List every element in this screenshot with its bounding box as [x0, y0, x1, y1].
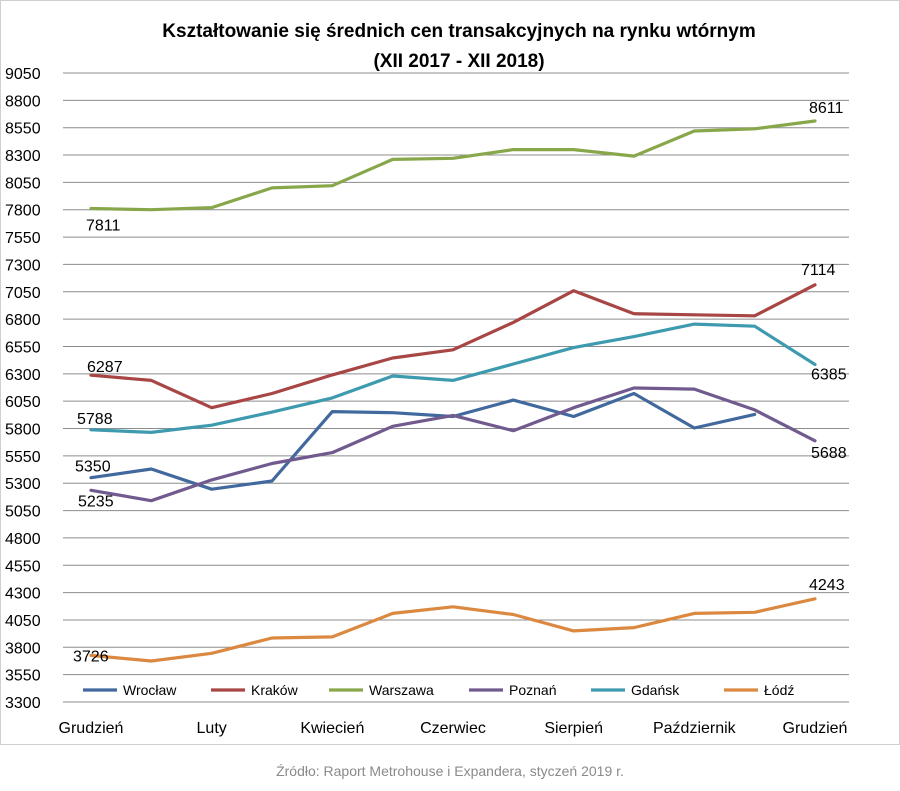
y-tick-label: 5050	[5, 504, 41, 521]
source-note: Źródło: Raport Metrohouse i Expandera, s…	[276, 763, 624, 779]
chart-title: Kształtowanie się średnich cen transakcy…	[162, 21, 755, 42]
series-line-4	[89, 386, 817, 503]
series-lines	[89, 119, 817, 663]
x-tick-label: Grudzień	[59, 720, 124, 737]
x-tick-label: Sierpień	[544, 720, 603, 737]
y-tick-label: 6050	[5, 394, 41, 411]
legend-label: Łódź	[764, 682, 794, 698]
data-label: 5350	[75, 459, 111, 476]
data-label: 6287	[87, 359, 123, 376]
data-label: 7811	[86, 218, 121, 235]
y-tick-label: 4800	[5, 531, 41, 548]
x-tick-label: Kwiecień	[300, 720, 364, 737]
chart-frame: Kształtowanie się średnich cen transakcy…	[0, 0, 900, 745]
x-axis: Grudzień Luty Kwiecień Czerwiec Sierpień Paźd…	[59, 720, 848, 737]
series-line-5	[89, 322, 817, 434]
y-tick-label: 8050	[5, 175, 41, 192]
data-label: 5788	[77, 411, 113, 428]
series-line-6	[89, 597, 817, 663]
line-chart: Kształtowanie się średnich cen transakcy…	[5, 1, 849, 737]
y-axis: 3300 3550 3800 4050 4300 4550 4800 5050 5300 5550…	[5, 66, 41, 712]
y-tick-label: 4550	[5, 558, 41, 575]
data-label: 3726	[73, 648, 109, 665]
series-line-2	[89, 283, 817, 410]
x-tick-label: Grudzień	[783, 720, 848, 737]
y-tick-label: 7050	[5, 285, 41, 302]
y-tick-label: 6800	[5, 312, 41, 329]
y-tick-label: 9050	[5, 66, 41, 83]
legend-label: Kraków	[251, 682, 299, 698]
data-label: 4243	[809, 577, 845, 594]
data-label: 8611	[809, 100, 844, 117]
y-tick-label: 7550	[5, 230, 41, 247]
legend-label: Wrocław	[123, 682, 177, 698]
legend-label: Warszawa	[369, 682, 434, 698]
legend-label: Gdańsk	[631, 682, 680, 698]
x-tick-label: Październik	[653, 720, 737, 737]
data-labels: 5350 5929 6287 7114 7811 8611 5235 5688 5788 6385…	[73, 1, 847, 665]
series-line-1	[89, 391, 757, 491]
data-label: 6385	[811, 367, 847, 384]
y-tick-label: 3300	[5, 695, 41, 712]
y-tick-label: 6550	[5, 339, 41, 356]
data-label: 7114	[801, 262, 836, 279]
y-tick-label: 7300	[5, 257, 41, 274]
series-line-3	[89, 119, 817, 212]
y-tick-label: 4300	[5, 586, 41, 603]
chart-subtitle: (XII 2017 - XII 2018)	[373, 51, 544, 72]
y-tick-label: 6300	[5, 367, 41, 384]
y-tick-label: 8300	[5, 148, 41, 165]
y-tick-label: 3800	[5, 640, 41, 657]
legend: Wrocław Kraków Warszawa Poznań Gdańsk Łódź	[83, 682, 794, 698]
y-tick-label: 5550	[5, 449, 41, 466]
y-tick-label: 4050	[5, 613, 41, 630]
data-label: 5235	[78, 493, 114, 510]
data-label: 5929	[809, 1, 845, 5]
y-tick-label: 8800	[5, 93, 41, 110]
x-tick-label: Czerwiec	[420, 720, 486, 737]
data-label: 5688	[811, 445, 847, 462]
y-tick-label: 8550	[5, 121, 41, 138]
y-tick-label: 5300	[5, 476, 41, 493]
y-tick-label: 5800	[5, 422, 41, 439]
x-tick-label: Luty	[197, 720, 227, 737]
y-tick-label: 3550	[5, 668, 41, 685]
legend-label: Poznań	[509, 682, 556, 698]
y-tick-label: 7800	[5, 203, 41, 220]
